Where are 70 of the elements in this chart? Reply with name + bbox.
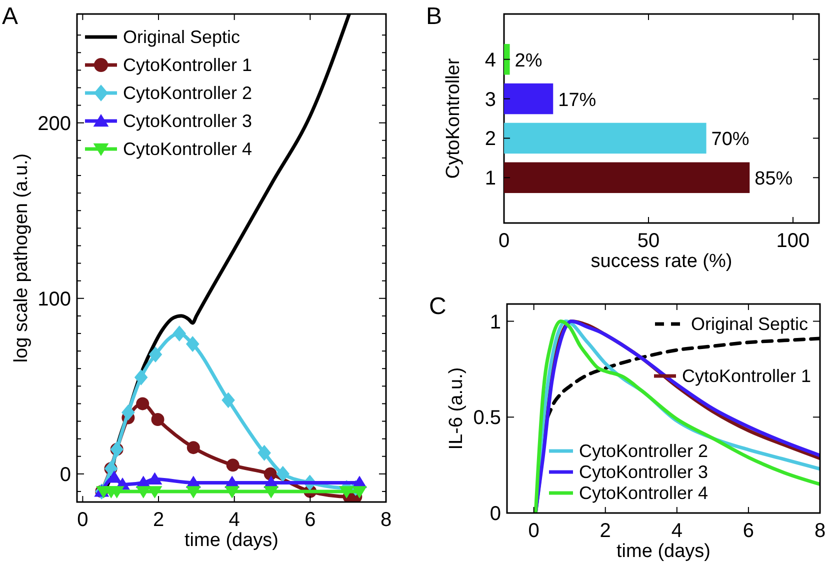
bar [504,122,706,154]
point [136,397,150,410]
x-tick-label: 8 [814,520,826,542]
text: C [429,293,446,320]
data-label: 85% [754,168,793,190]
y-tick-label: 1 [484,168,496,190]
x-tick-label: 6 [304,509,316,531]
y-tick-label: 2 [484,128,496,150]
legend-label: CytoKontroller 2 [123,83,252,103]
x-tick-label: 8 [380,509,392,531]
y-tick-label: 0.5 [473,407,501,430]
point [186,336,200,352]
legend-label: Original Septic [123,27,240,47]
point [110,486,124,498]
x-tick-label: 0 [77,509,88,531]
data-label: 70% [711,129,750,150]
point [186,486,200,498]
y-tick-label: 100 [38,288,71,310]
data-label: 2% [514,50,542,72]
x-tick-label: 6 [742,520,754,542]
legend-label: CytoKontroller 1 [682,366,812,386]
point [264,467,277,480]
data-label: 17% [558,90,596,111]
point [186,441,200,454]
point [148,486,162,498]
point [226,458,240,472]
y-tick-label: 3 [484,88,496,111]
text: A [2,3,18,30]
x-tick-label: 50 [637,230,660,252]
x-tick-label: 2 [152,509,164,531]
y-tick-label: 1 [490,311,501,334]
legend-label: CytoKontroller 4 [579,483,708,503]
point [276,466,290,482]
y-tick-label: 4 [484,49,496,72]
bar [504,83,554,114]
legend-label: CytoKontroller 2 [579,441,708,461]
y-axis-title: CytoKontroller [443,58,464,179]
point [148,472,162,484]
point [258,445,271,461]
legend-label: CytoKontroller 3 [123,111,252,131]
x-axis-title: success rate (%) [590,251,732,272]
legend-label: CytoKontroller 3 [579,462,708,482]
x-tick-label: 4 [671,520,682,542]
point [136,486,150,498]
x-tick-label: 4 [228,509,240,531]
point [134,370,148,386]
x-tick-label: 0 [528,520,540,542]
point [264,486,278,498]
y-tick-label: 200 [38,112,71,135]
legend-label: CytoKontroller 1 [123,55,252,75]
text: B [426,3,442,30]
legend-label: Original Septic [691,314,808,334]
legend-label: CytoKontroller 4 [123,139,252,159]
y-axis-title: IL-6 (a.u.) [446,367,467,450]
point [122,404,135,420]
point [148,346,162,362]
x-axis-title: time (days) [616,541,710,562]
x-tick-label: 2 [600,520,611,542]
point [352,486,367,498]
point [224,486,240,498]
point [222,392,235,408]
y-tick-label: 0 [60,464,71,486]
point [151,413,164,426]
point [107,470,122,483]
bar [504,44,510,75]
point [172,326,186,342]
x-tick-label: 100 [776,230,810,252]
y-axis-title: log scale pathogen (a.u.) [11,153,32,363]
x-axis-title: time (days) [184,530,278,551]
bar [504,162,750,194]
